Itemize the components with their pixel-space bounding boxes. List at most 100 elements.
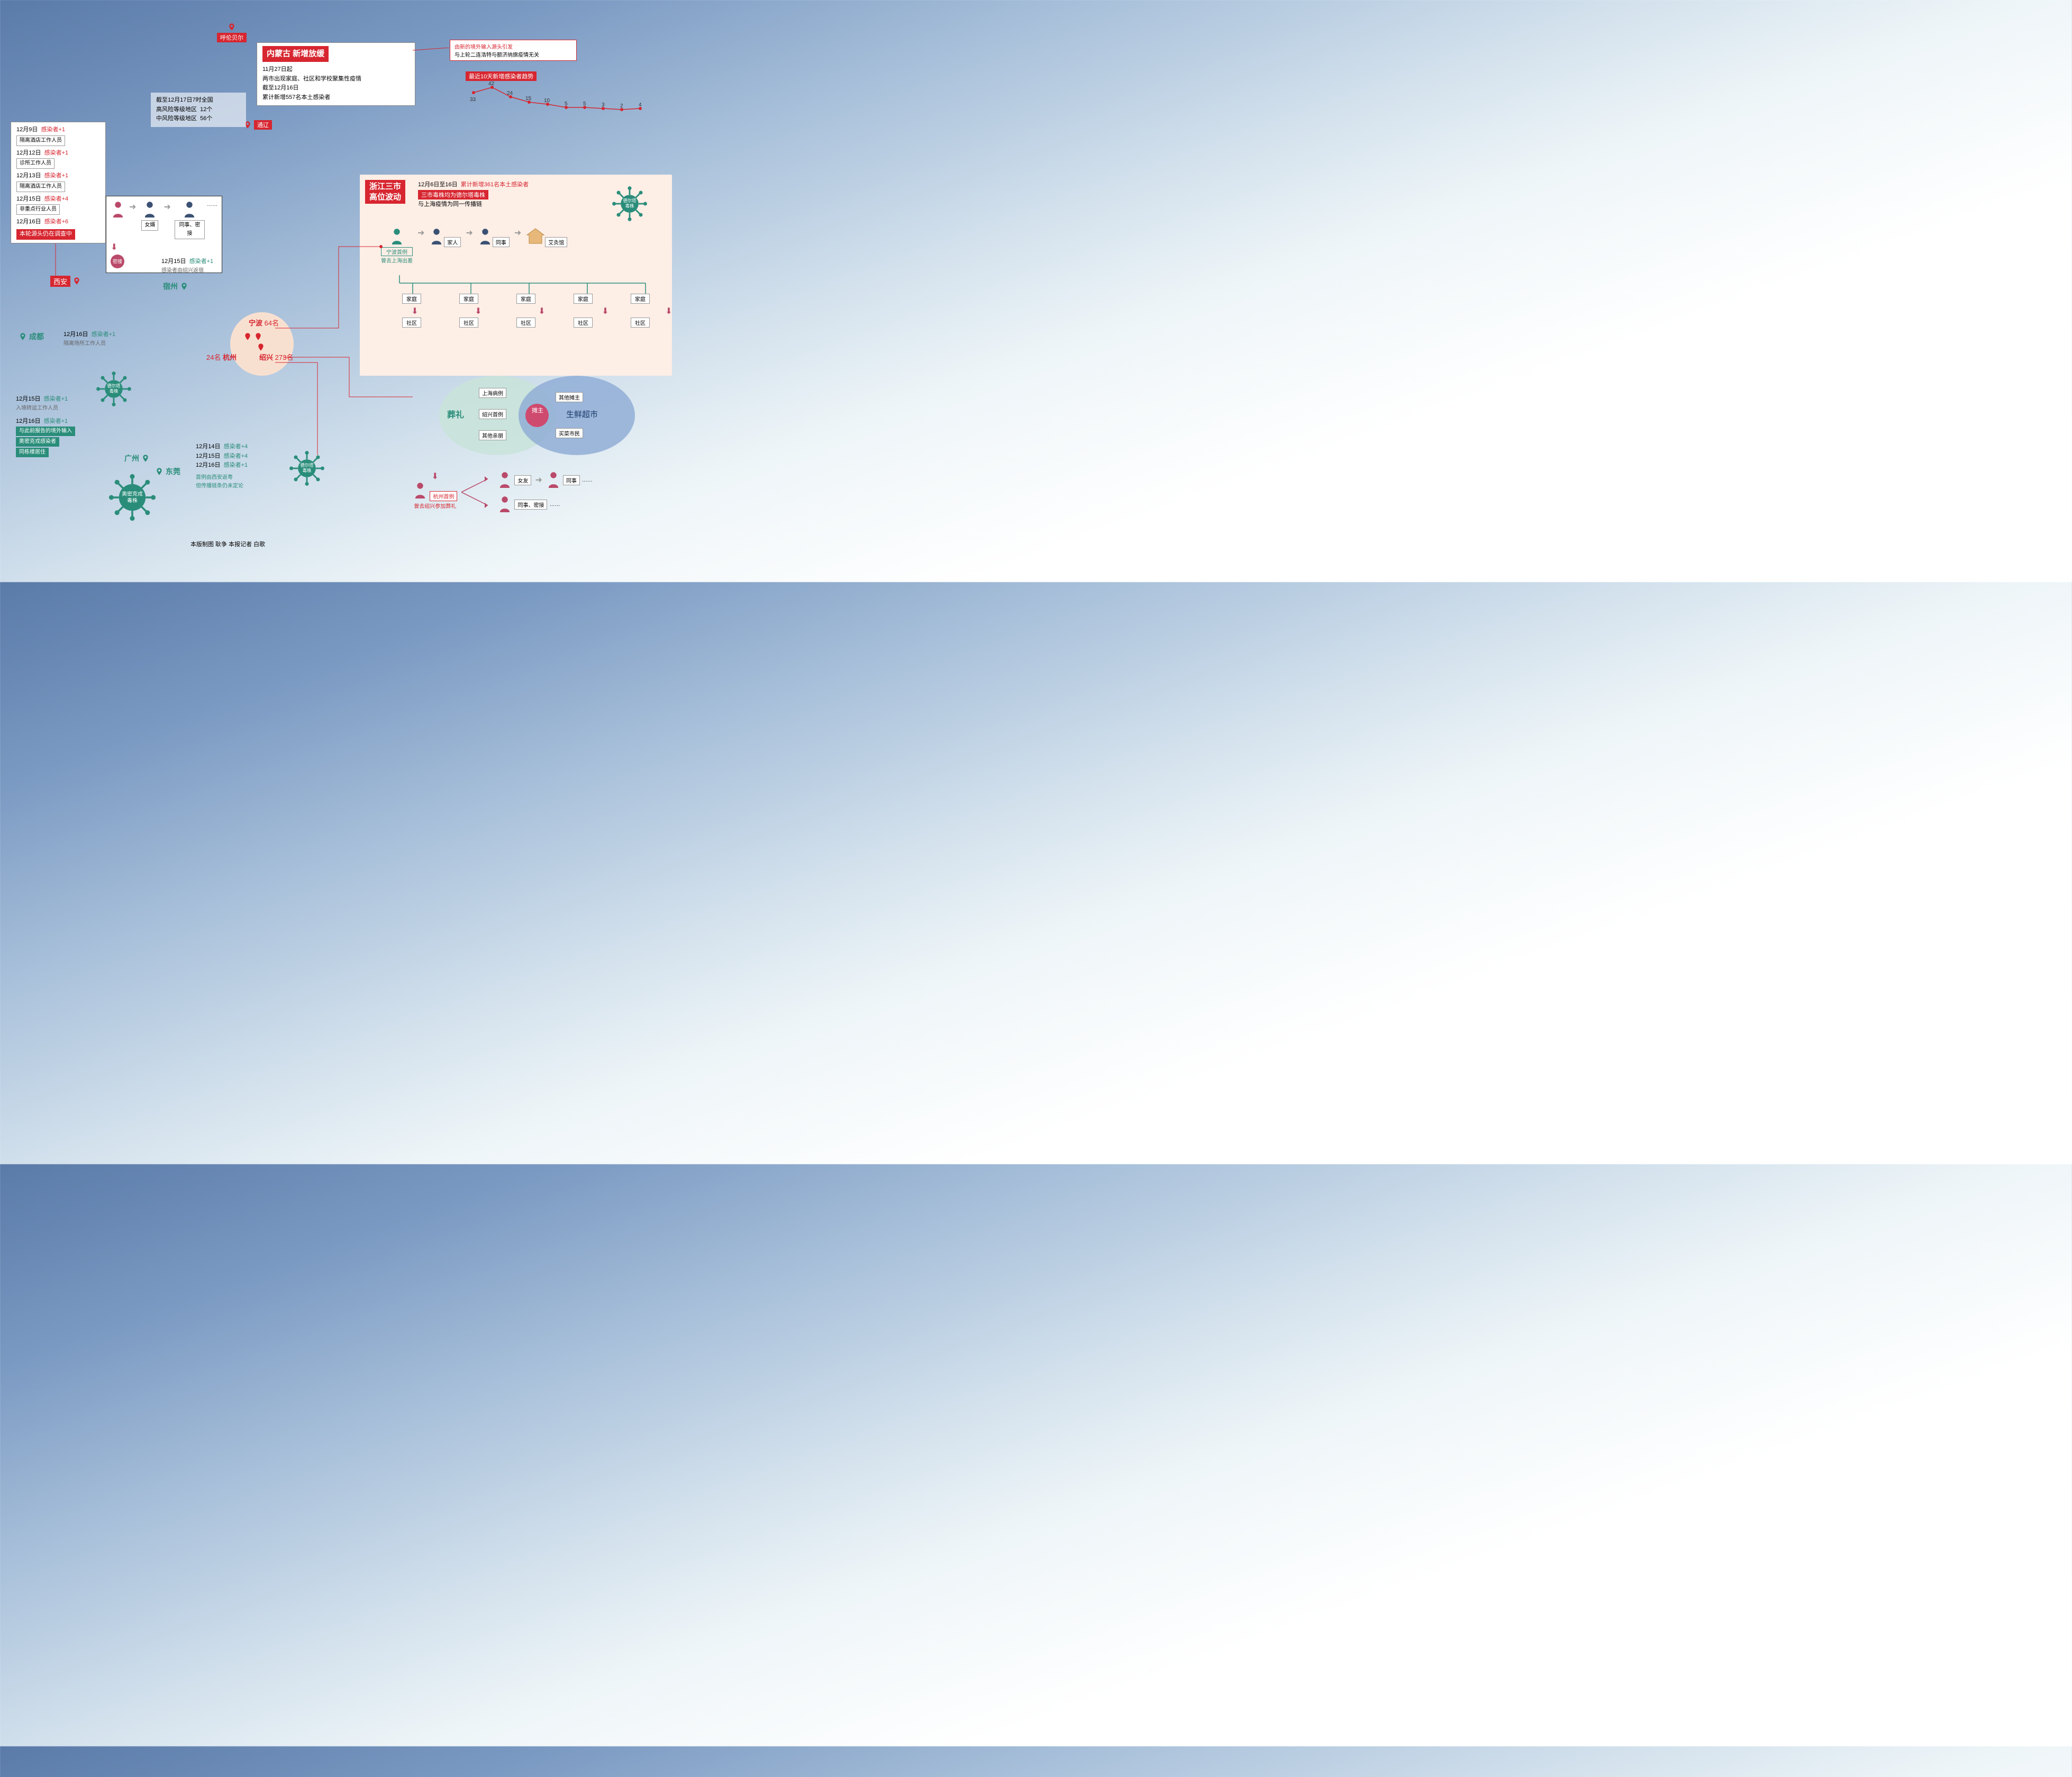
gz-d1: 12月15日 (16, 396, 40, 402)
virus-delta-icon: 德尔塔毒株 (288, 450, 325, 487)
hz-note: 曾去绍兴参加葬礼 (413, 502, 457, 510)
im-line4: 累计新增557名本土感染者 (262, 93, 410, 103)
xe1n: 诊所工作人员 (16, 158, 54, 169)
svg-text:10: 10 (544, 98, 550, 104)
svg-text:奥密克戎: 奥密克戎 (122, 490, 143, 497)
dg-d1: 12月14日 (196, 443, 220, 450)
sz-c: 感染者+1 (189, 258, 214, 265)
person-icon: 女婿 (140, 201, 160, 231)
xe2c: 感染者+1 (44, 173, 69, 179)
svg-text:毒株: 毒株 (110, 388, 119, 394)
svg-text:德尔塔: 德尔塔 (623, 198, 637, 203)
dg-n2: 但传播链条仍未定论 (196, 482, 286, 491)
gz-n2a: 与此前报告的境外输入 (16, 427, 75, 436)
hangzhou-chain: ⬇ 杭州首例 曾去绍兴参加葬礼 女友 ➜ 同事 …… 同事、密接 …… (413, 471, 667, 513)
hangzhou-marker: 24名 杭州 (206, 352, 237, 362)
zhejiang-info: 12月6日至16日 累计新增361名本土感染者 三市毒株均为德尔塔毒株 与上海疫… (418, 180, 529, 208)
cd-d: 12月16日 (63, 331, 88, 338)
xian-marker: 西安 (50, 275, 81, 287)
community-row: 社区 社区 社区 社区 社区 (402, 318, 650, 328)
xe1d: 12月12日 (16, 150, 41, 156)
gz-n2b: 奥密克戎感染者 (16, 437, 59, 447)
person-icon: 同事、密接 (175, 201, 205, 240)
venn-mid: 摊主 (532, 407, 543, 414)
gz-c1: 感染者+1 (44, 396, 68, 402)
hz-c3: 同事、密接 (514, 500, 547, 510)
nb-n2: 同事 (493, 237, 510, 247)
arrow-icon: ➜ (129, 201, 136, 214)
xe3n: 非重点行业人员 (16, 204, 60, 215)
xe2d: 12月13日 (16, 173, 41, 179)
callout-box: 由新的境外输入源头引发 与上轮二连浩特与额济纳旗疫情无关 (450, 40, 577, 61)
svg-text:5: 5 (565, 101, 568, 107)
svg-text:4: 4 (639, 102, 642, 108)
venn-left-title: 葬礼 (447, 407, 464, 420)
community-arrows: ⬇⬇⬇⬇⬇ (402, 306, 681, 316)
hulunbeier-label: 呼伦贝尔 (217, 33, 247, 42)
xe0c: 感染者+1 (41, 126, 65, 133)
svg-text:毒株: 毒株 (625, 203, 634, 208)
zj-sh: 与上海疫情为同一传播链 (418, 200, 529, 208)
nb-n3: 艾灸馆 (545, 237, 567, 247)
zj-dr: 12月6日至16日 (418, 182, 458, 188)
xc-n2: 同事、密接 (175, 220, 205, 239)
suzhou-label: 宿州 (163, 281, 178, 292)
hz-c2: 同事 (563, 475, 580, 485)
hulunbeier-marker: 呼伦贝尔 (217, 21, 247, 42)
arrow-down-icon: ⬇ (111, 243, 117, 252)
inner-mongolia-title: 内蒙古 新增放缓 (262, 46, 329, 62)
suzhou-marker: 宿州 (163, 280, 188, 292)
svg-text:2: 2 (620, 103, 623, 109)
sz-d: 12月15日 (161, 258, 186, 265)
dg-d2: 12月15日 (196, 453, 220, 459)
zj-t2: 高位波动 (369, 193, 401, 202)
virus-delta-icon: 德尔塔毒株 (611, 185, 648, 222)
xc-n3: …… (207, 201, 217, 209)
xe4d: 12月16日 (16, 219, 41, 225)
xc-down: 密接 (111, 255, 124, 268)
dg-d3: 12月16日 (196, 462, 220, 468)
xian-label: 西安 (50, 276, 70, 287)
hz-c1: 女友 (514, 475, 531, 485)
dongguan-marker: 东莞 (155, 466, 180, 477)
trend-title: 最近10天新增感染者趋势 (466, 71, 537, 81)
venn-right-title: 生鲜超市 (566, 409, 598, 420)
svg-text:24: 24 (507, 90, 513, 96)
guangzhou-label: 广州 (124, 453, 139, 464)
im-line1: 11月27日起 (262, 65, 410, 75)
nat-high-c: 12个 (200, 106, 212, 113)
svg-text:德尔塔: 德尔塔 (107, 383, 121, 388)
svg-text:15: 15 (525, 96, 532, 102)
venn-l1: 上海病例 (479, 388, 506, 398)
dg-c3: 感染者+1 (224, 462, 248, 468)
credit-line: 本版制图 耿争 本报记者 白歌 (190, 540, 265, 548)
nb-first: 宁波首例 (381, 247, 413, 256)
svg-text:德尔塔: 德尔塔 (300, 463, 314, 468)
zj-t1: 浙江三市 (369, 182, 401, 191)
xe1c: 感染者+1 (44, 150, 69, 156)
hz-first: 杭州首例 (430, 491, 457, 501)
chengdu-marker: 成都 (19, 331, 44, 342)
cd-c: 感染者+1 (92, 331, 116, 338)
tongliao-marker: 通辽 (243, 119, 272, 131)
svg-text:毒株: 毒株 (127, 497, 138, 504)
nat-high-l: 高风险等级地区 (156, 106, 197, 113)
cd-n: 隔离场所工作人员 (63, 340, 148, 348)
im-line3: 截至12月16日 (262, 84, 410, 93)
callout-l1: 由新的境外输入源头引发 (455, 42, 572, 50)
xe3c: 感染者+4 (44, 196, 69, 202)
tongliao-label: 通辽 (254, 120, 272, 130)
xc-n1: 女婿 (141, 220, 158, 231)
ningbo-chain: 宁波首例 曾去上海出差 ➜ 家人 ➜ 同事 ➜ 艾灸馆 (381, 228, 661, 264)
xe2n: 隔离酒店工作人员 (16, 182, 65, 192)
gz-d2: 12月16日 (16, 418, 40, 424)
zj-strain: 三市毒株均为德尔塔毒株 (418, 190, 488, 200)
dg-n1: 首例由西安返粤 (196, 474, 286, 482)
venn-l3: 其他亲朋 (479, 430, 506, 440)
nat-date: 截至12月17日7时全国 (156, 96, 241, 105)
xian-timeline: 12月9日 感染者+1 隔离酒店工作人员 12月12日 感染者+1 诊所工作人员… (11, 122, 106, 243)
gz-n2c: 同栋楼居住 (16, 448, 49, 457)
guangzhou-marker: 广州 (124, 452, 150, 464)
venn-l2: 绍兴首例 (479, 409, 506, 419)
xe3d: 12月15日 (16, 196, 41, 202)
